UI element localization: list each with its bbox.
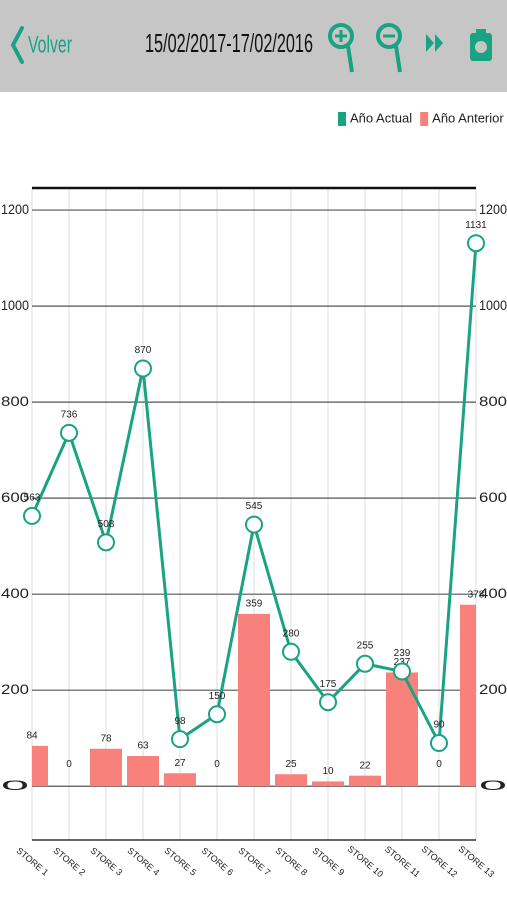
line-value-label: 175 (320, 679, 337, 690)
legend-label: Año Anterior (432, 110, 504, 125)
bar-value-label: 63 (137, 741, 149, 752)
header-bar (0, 0, 507, 92)
line-point (356, 654, 374, 673)
camera-button[interactable] (470, 29, 492, 61)
bar (127, 755, 159, 787)
x-tick-label: STORE 13 (457, 844, 497, 880)
bar-value-label: 0 (214, 759, 220, 770)
y-tick-label: 800 (1, 393, 29, 409)
x-tick-label: STORE 6 (199, 845, 235, 877)
legend-swatch (420, 112, 429, 126)
x-tick-label: STORE 4 (125, 845, 161, 877)
bar-value-label: 0 (66, 759, 72, 770)
back-button[interactable]: Volver (10, 26, 72, 64)
line-value-label: 255 (357, 640, 374, 651)
bar-value-label: 0 (436, 759, 442, 770)
bar-value-label: 84 (26, 731, 38, 742)
bar-value-label: 10 (322, 766, 334, 777)
line-point (467, 234, 485, 253)
y2-tick-label: 800 (479, 393, 507, 409)
bar-value-label: 78 (100, 733, 112, 744)
line-point (60, 423, 78, 442)
line-value-label: 736 (61, 410, 78, 421)
x-tick-label: STORE 2 (51, 845, 87, 877)
y2-tick-label: 200 (479, 681, 507, 697)
y-tick-label: 1200 (1, 201, 29, 217)
bar-value-label: 378 (468, 589, 485, 600)
line-value-label: 150 (209, 691, 226, 702)
line-point (245, 515, 263, 534)
line-point (208, 705, 226, 724)
x-tick-label: STORE 9 (310, 845, 346, 877)
legend-swatch (338, 112, 346, 126)
line-point (23, 506, 41, 525)
bar (460, 604, 476, 787)
bar (275, 774, 307, 787)
line-point (171, 730, 189, 749)
line-point (282, 642, 300, 661)
line-point (319, 693, 337, 712)
x-tick-label: STORE 3 (88, 845, 124, 877)
x-tick-label: STORE 12 (420, 844, 460, 880)
y-tick-label: 0 (1, 777, 30, 793)
line-point (97, 533, 115, 552)
legend-label: Año Actual (350, 110, 412, 125)
y2-tick-label: 600 (479, 489, 507, 505)
line-value-label: 870 (135, 345, 152, 356)
bar-value-label: 25 (285, 759, 297, 770)
y-tick-label: 600 (1, 489, 29, 505)
chart: STORE 1 STORE 2 STORE 3 STORE 4 STORE 5 STORE… (1, 110, 507, 879)
line-value-label: 508 (98, 519, 115, 530)
bar (238, 613, 270, 787)
bar-value-label: 27 (174, 758, 186, 769)
bar (164, 773, 196, 787)
line-point (393, 662, 411, 681)
zoom-out-button[interactable] (376, 23, 402, 73)
bar (32, 745, 48, 787)
zoom-in-button[interactable] (328, 23, 354, 73)
y2-tick-label: 0 (479, 777, 507, 793)
line-value-label: 239 (394, 648, 411, 659)
forward-button[interactable] (426, 34, 443, 52)
x-tick-label: STORE 1 (14, 845, 50, 877)
line-value-label: 98 (174, 716, 186, 727)
back-chevron (10, 26, 24, 64)
line-value-label: 545 (246, 501, 263, 512)
x-tick-label: STORE 10 (346, 844, 386, 880)
bar-value-label: 22 (359, 760, 371, 771)
line-value-label: 90 (433, 720, 445, 731)
bar-value-label: 359 (246, 599, 263, 610)
line-value-label: 280 (283, 628, 300, 639)
x-tick-label: STORE 7 (236, 845, 272, 877)
bar (349, 775, 381, 787)
line-value-label: 1131 (465, 220, 487, 231)
bar (90, 748, 122, 787)
y2-tick-label: 400 (479, 585, 507, 601)
y2-tick-label: 1000 (479, 297, 507, 313)
back-label: Volver (28, 31, 72, 58)
x-tick-label: STORE 11 (383, 844, 422, 879)
x-tick-label: STORE 8 (273, 845, 309, 877)
bar (386, 672, 418, 787)
line-point (134, 359, 152, 378)
y2-tick-label: 1200 (479, 201, 507, 217)
line-value-label: 563 (24, 493, 41, 504)
line-point (430, 734, 448, 753)
y-tick-label: 1000 (1, 297, 29, 313)
x-tick-label: STORE 5 (162, 845, 198, 877)
y-tick-label: 400 (1, 585, 29, 601)
bar (312, 781, 344, 787)
y-tick-label: 200 (1, 681, 29, 697)
header-title: 15/02/2017-17/02/2016 (145, 28, 313, 58)
